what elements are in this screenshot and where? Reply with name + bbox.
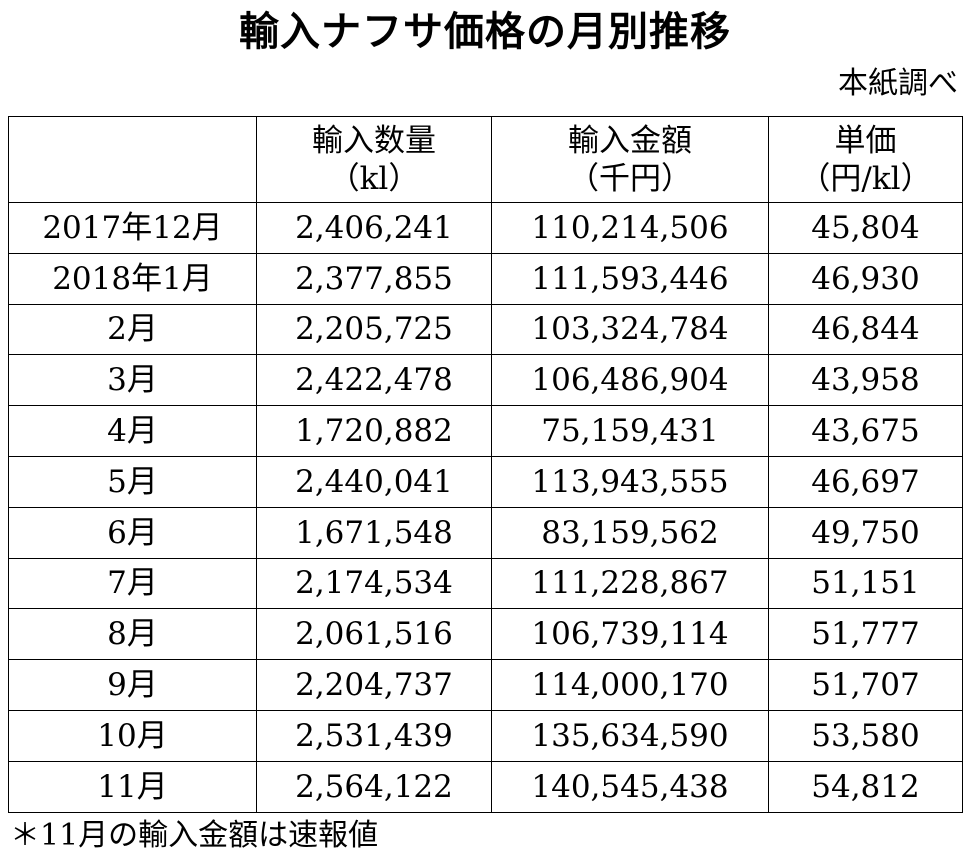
- quantity-cell: 2,564,122: [256, 760, 492, 813]
- unit-price-cell: 43,958: [768, 354, 963, 407]
- quantity-cell: 1,720,882: [256, 405, 492, 457]
- header-unit-price-unit: （円/kl）: [799, 160, 932, 197]
- amount-cell: 103,324,784: [491, 303, 769, 356]
- amount-cell: 106,486,904: [491, 354, 769, 407]
- header-amount-unit: （千円）: [568, 160, 692, 197]
- amount-cell: 75,159,431: [491, 405, 769, 457]
- amount-cell: 114,000,170: [491, 659, 769, 711]
- month-cell: 10月: [8, 709, 257, 762]
- amount-cell: 140,545,438: [491, 760, 769, 813]
- table-row: 3月 2,422,478 106,486,904 43,958: [8, 354, 963, 407]
- month-cell: 6月: [8, 506, 257, 559]
- quantity-cell: 2,422,478: [256, 354, 492, 407]
- quantity-cell: 1,671,548: [256, 506, 492, 559]
- unit-price-cell: 51,777: [768, 608, 963, 661]
- month-cell: 2月: [8, 303, 257, 356]
- header-quantity-unit: （kl）: [328, 160, 420, 197]
- unit-price-cell: 49,750: [768, 506, 963, 559]
- quantity-cell: 2,406,241: [256, 202, 492, 254]
- unit-price-cell: 51,707: [768, 659, 963, 711]
- unit-price-cell: 46,844: [768, 303, 963, 356]
- month-cell: 7月: [8, 557, 257, 610]
- amount-cell: 110,214,506: [491, 202, 769, 254]
- month-cell: 9月: [8, 659, 257, 711]
- table-row: 9月 2,204,737 114,000,170 51,707: [8, 659, 963, 711]
- amount-cell: 113,943,555: [491, 455, 769, 508]
- header-month: [8, 116, 257, 203]
- amount-cell: 83,159,562: [491, 506, 769, 559]
- header-quantity-label: 輸入数量: [312, 122, 436, 159]
- table-row: 2018年1月 2,377,855 111,593,446 46,930: [8, 252, 963, 305]
- unit-price-cell: 51,151: [768, 557, 963, 610]
- unit-price-cell: 53,580: [768, 709, 963, 762]
- header-unit-price-label: 単価: [834, 122, 897, 159]
- unit-price-cell: 45,804: [768, 202, 963, 254]
- quantity-cell: 2,204,737: [256, 659, 492, 711]
- month-cell: 8月: [8, 608, 257, 661]
- month-cell: 5月: [8, 455, 257, 508]
- source-note: 本紙調べ: [838, 66, 958, 101]
- quantity-cell: 2,377,855: [256, 252, 492, 305]
- table-header-row: 輸入数量 （kl） 輸入金額 （千円） 単価 （円/kl）: [8, 116, 963, 203]
- table-row: 10月 2,531,439 135,634,590 53,580: [8, 709, 963, 762]
- amount-cell: 111,593,446: [491, 252, 769, 305]
- table-row: 6月 1,671,548 83,159,562 49,750: [8, 506, 963, 559]
- month-cell: 3月: [8, 354, 257, 407]
- month-cell: 2017年12月: [8, 202, 257, 254]
- page-title: 輸入ナフサ価格の月別推移: [239, 9, 731, 55]
- amount-cell: 111,228,867: [491, 557, 769, 610]
- month-cell: 2018年1月: [8, 252, 257, 305]
- header-amount-label: 輸入金額: [568, 122, 692, 159]
- table-row: 5月 2,440,041 113,943,555 46,697: [8, 455, 963, 508]
- month-cell: 4月: [8, 405, 257, 457]
- quantity-cell: 2,205,725: [256, 303, 492, 356]
- naphtha-price-table: 輸入数量 （kl） 輸入金額 （千円） 単価 （円/kl） 2017年12月 2…: [8, 116, 963, 813]
- header-unit-price: 単価 （円/kl）: [768, 116, 963, 203]
- table-row: 2017年12月 2,406,241 110,214,506 45,804: [8, 202, 963, 254]
- table-row: 2月 2,205,725 103,324,784 46,844: [8, 303, 963, 356]
- quantity-cell: 2,440,041: [256, 455, 492, 508]
- table-row: 7月 2,174,534 111,228,867 51,151: [8, 557, 963, 610]
- unit-price-cell: 46,930: [768, 252, 963, 305]
- month-cell: 11月: [8, 760, 257, 813]
- quantity-cell: 2,174,534: [256, 557, 492, 610]
- header-quantity: 輸入数量 （kl）: [256, 116, 492, 203]
- quantity-cell: 2,061,516: [256, 608, 492, 661]
- header-amount: 輸入金額 （千円）: [491, 116, 769, 203]
- table-row: 8月 2,061,516 106,739,114 51,777: [8, 608, 963, 661]
- amount-cell: 135,634,590: [491, 709, 769, 762]
- table-row: 11月 2,564,122 140,545,438 54,812: [8, 760, 963, 813]
- quantity-cell: 2,531,439: [256, 709, 492, 762]
- unit-price-cell: 54,812: [768, 760, 963, 813]
- amount-cell: 106,739,114: [491, 608, 769, 661]
- footnote: ＊11月の輸入金額は速報値: [10, 818, 379, 853]
- unit-price-cell: 46,697: [768, 455, 963, 508]
- table-row: 4月 1,720,882 75,159,431 43,675: [8, 405, 963, 457]
- unit-price-cell: 43,675: [768, 405, 963, 457]
